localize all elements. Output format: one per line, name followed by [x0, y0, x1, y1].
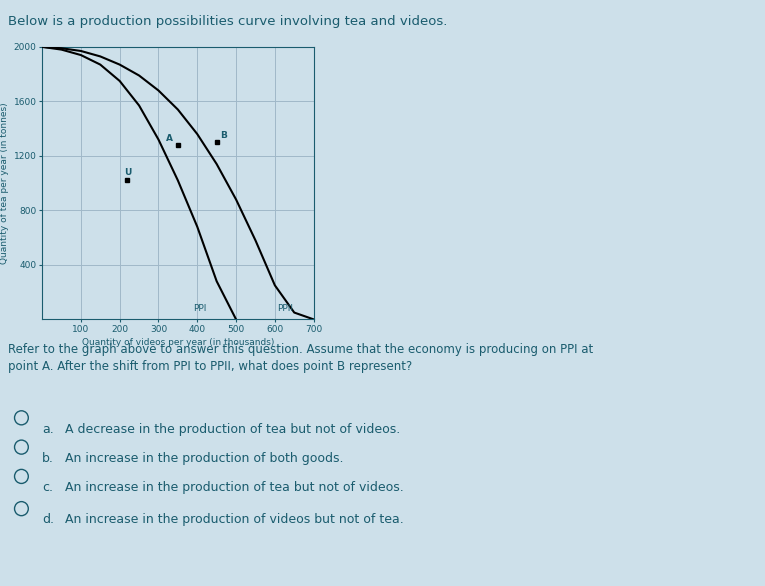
- Text: PPI: PPI: [194, 304, 207, 313]
- Text: PPII: PPII: [277, 304, 293, 313]
- X-axis label: Quantity of videos per year (in thousands): Quantity of videos per year (in thousand…: [82, 338, 274, 347]
- Text: A: A: [166, 134, 173, 143]
- Text: A decrease in the production of tea but not of videos.: A decrease in the production of tea but …: [65, 423, 400, 435]
- Text: a.: a.: [42, 423, 54, 435]
- Text: b.: b.: [42, 452, 54, 465]
- Text: Below is a production possibilities curve involving tea and videos.: Below is a production possibilities curv…: [8, 15, 447, 28]
- Text: c.: c.: [42, 481, 53, 494]
- Text: point A. After the shift from PPI to PPII, what does point B represent?: point A. After the shift from PPI to PPI…: [8, 360, 412, 373]
- Text: d.: d.: [42, 513, 54, 526]
- Text: U: U: [125, 168, 132, 177]
- Text: An increase in the production of videos but not of tea.: An increase in the production of videos …: [65, 513, 404, 526]
- Text: B: B: [220, 131, 226, 140]
- Text: An increase in the production of tea but not of videos.: An increase in the production of tea but…: [65, 481, 404, 494]
- Text: Refer to the graph above to answer this question. Assume that the economy is pro: Refer to the graph above to answer this …: [8, 343, 593, 356]
- Y-axis label: Quantity of tea per year (in tonnes): Quantity of tea per year (in tonnes): [0, 103, 9, 264]
- Text: An increase in the production of both goods.: An increase in the production of both go…: [65, 452, 343, 465]
